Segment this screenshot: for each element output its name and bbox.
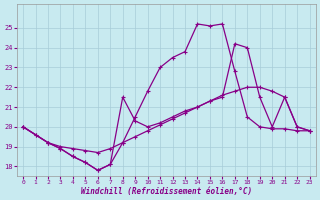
X-axis label: Windchill (Refroidissement éolien,°C): Windchill (Refroidissement éolien,°C)	[81, 187, 252, 196]
